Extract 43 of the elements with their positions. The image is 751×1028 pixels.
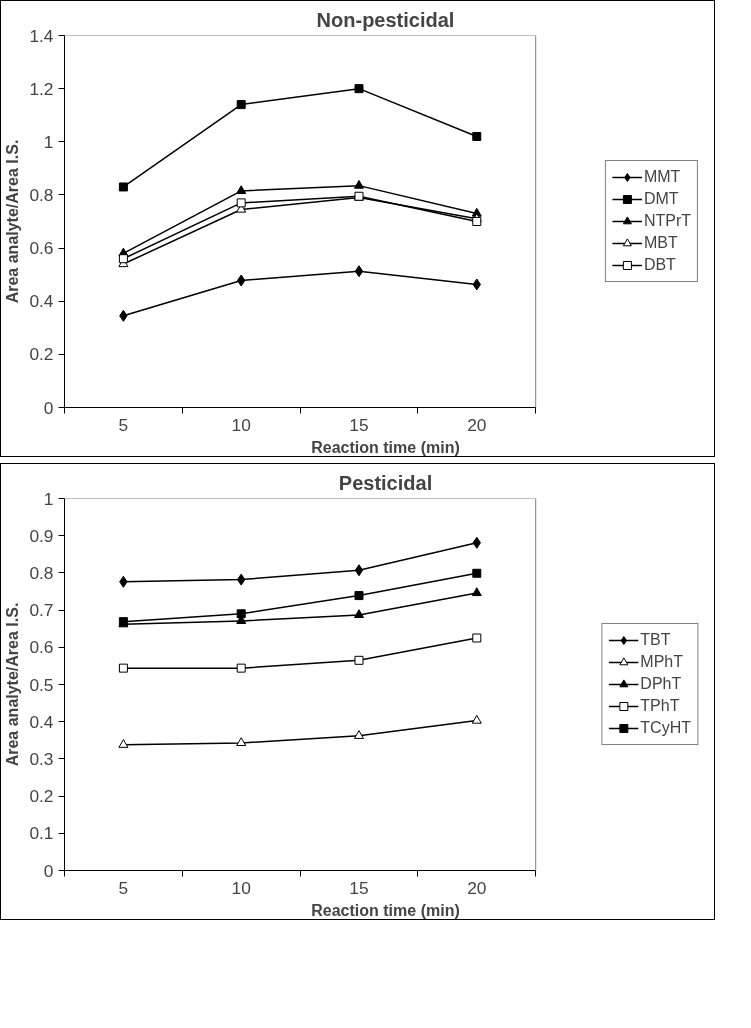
legend-label: DBT <box>643 256 676 274</box>
legend-label: TBT <box>640 631 671 649</box>
y-axis-title: Area analyte/Area I.S. <box>4 602 22 767</box>
legend-label: TPhT <box>640 697 680 715</box>
y-tick-label: 1 <box>43 488 54 509</box>
y-tick-label: 0 <box>43 397 54 418</box>
y-tick-label: 0.8 <box>29 562 54 583</box>
y-tick-label: 0.3 <box>29 748 54 769</box>
y-axis-title: Area analyte/Area I.S. <box>4 139 22 304</box>
y-tick-label: 1.4 <box>29 25 54 46</box>
x-tick-label: 15 <box>349 877 369 898</box>
y-tick-label: 0 <box>43 860 54 881</box>
y-tick-label: 0.2 <box>29 344 54 365</box>
y-tick-label: 0.2 <box>29 786 54 807</box>
x-tick-label: 10 <box>231 877 251 898</box>
x-tick-label: 20 <box>467 414 487 435</box>
x-axis-title: Reaction time (min) <box>311 901 460 919</box>
y-tick-label: 0.5 <box>29 674 54 695</box>
legend-label: NTPrT <box>643 212 691 230</box>
y-tick-label: 1.2 <box>29 78 54 99</box>
x-tick-label: 5 <box>118 877 129 898</box>
legend-label: DMT <box>643 190 679 208</box>
x-axis-title: Reaction time (min) <box>311 438 460 456</box>
y-tick-label: 1 <box>43 131 54 152</box>
y-tick-label: 0.4 <box>29 711 54 732</box>
chart-title: Non-pesticidal <box>316 8 455 31</box>
legend-label: DPhT <box>640 675 682 693</box>
x-tick-label: 15 <box>349 414 369 435</box>
y-tick-label: 0.4 <box>29 291 54 312</box>
y-tick-label: 0.8 <box>29 184 54 205</box>
x-tick-label: 10 <box>231 414 251 435</box>
x-tick-label: 5 <box>118 414 129 435</box>
chart-title: Pesticidal <box>338 471 433 494</box>
legend-label: MMT <box>643 168 681 186</box>
legend-label: MBT <box>643 234 678 252</box>
legend-label: TCyHT <box>640 719 691 737</box>
y-tick-label: 0.6 <box>29 637 54 658</box>
y-tick-label: 0.7 <box>29 600 54 621</box>
y-tick-label: 0.6 <box>29 238 54 259</box>
x-tick-label: 20 <box>467 877 487 898</box>
y-tick-label: 0.9 <box>29 525 54 546</box>
legend-label: MPhT <box>640 653 684 671</box>
y-tick-label: 0.1 <box>29 823 54 844</box>
